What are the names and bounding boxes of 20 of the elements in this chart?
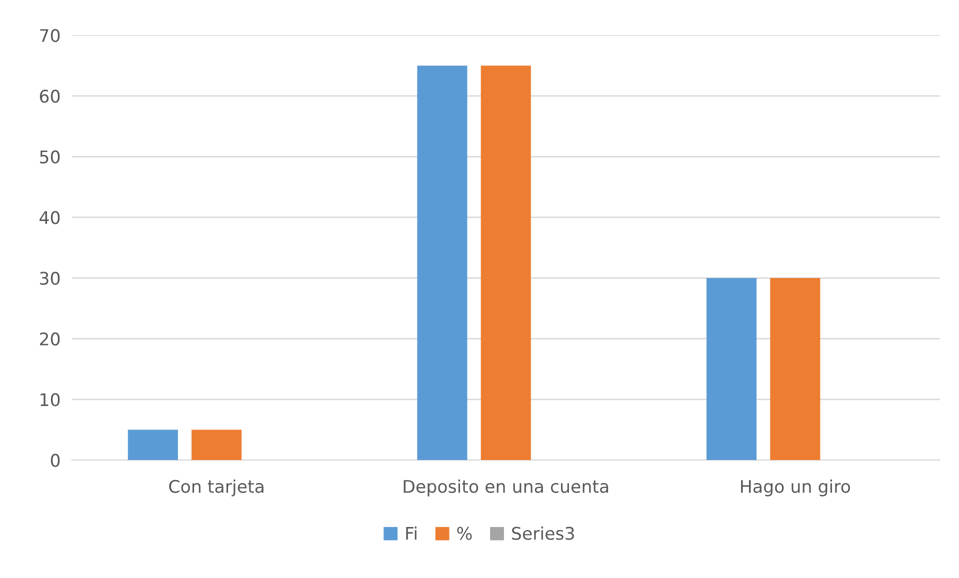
legend-label: Fi xyxy=(406,526,416,540)
bar xyxy=(128,430,178,460)
legend-label: Series3 xyxy=(512,526,574,540)
bar xyxy=(480,66,531,460)
y-tick-label: 40 xyxy=(40,211,60,224)
y-tick-label: 30 xyxy=(40,272,60,285)
x-tick-label: Con tarjeta xyxy=(169,480,264,496)
y-tick-label: 20 xyxy=(40,332,60,346)
y-tick-label: 0 xyxy=(50,454,60,467)
bar xyxy=(192,430,242,460)
x-tick-label: Hago un giro xyxy=(741,480,850,496)
x-tick-label: Deposito en una cuenta xyxy=(404,480,608,496)
bar xyxy=(706,278,757,460)
y-tick-label: 70 xyxy=(40,28,60,42)
y-tick-label: 10 xyxy=(40,393,60,406)
bar xyxy=(417,66,468,460)
legend-label: % xyxy=(457,526,472,540)
y-tick-label: 50 xyxy=(40,150,60,164)
bar xyxy=(770,278,820,460)
y-tick-label: 60 xyxy=(40,90,60,103)
